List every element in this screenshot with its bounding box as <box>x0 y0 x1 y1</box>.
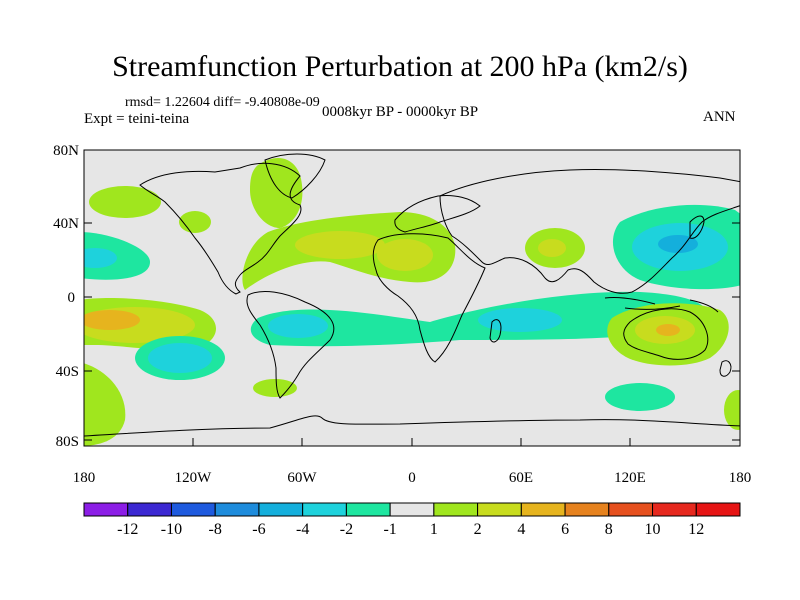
contour-negative-2 <box>148 343 212 373</box>
colorbar-label: 1 <box>430 521 438 538</box>
contour-negative <box>605 383 675 411</box>
coastline-north-america <box>139 162 302 295</box>
coastline-indonesia <box>604 297 719 313</box>
colorbar-label: -8 <box>209 521 222 538</box>
colorbar-label: -2 <box>340 521 353 538</box>
coastline-australia <box>623 308 709 360</box>
lon-label: 180 <box>73 470 96 486</box>
lat-label: 80N <box>53 143 79 159</box>
lon-tick-marks <box>83 438 741 446</box>
coastline-asia <box>439 168 740 294</box>
lon-label: 0 <box>408 470 416 486</box>
figure-title: Streamfunction Perturbation at 200 hPa (… <box>112 50 688 83</box>
lon-label: 120E <box>614 470 646 486</box>
colorbar-label: 12 <box>688 521 704 538</box>
lat-label: 80S <box>56 434 79 450</box>
colorbar-label: -1 <box>383 521 396 538</box>
lon-label: 120W <box>175 470 213 486</box>
colorbar-swatch <box>564 502 610 517</box>
contour-fill-layer <box>84 157 740 446</box>
season-label: ANN <box>703 109 736 125</box>
contour-positive <box>89 186 161 218</box>
colorbar-swatch <box>214 502 260 517</box>
contour-negative-2 <box>84 248 117 268</box>
lat-label: 0 <box>68 290 76 306</box>
coastline-europe <box>394 195 481 233</box>
contour-positive <box>724 390 740 430</box>
colorbar-label: 6 <box>561 521 569 538</box>
coastline-greenland <box>264 153 326 199</box>
contour-positive-2 <box>377 239 433 271</box>
lat-label: 40S <box>56 364 79 380</box>
colorbar-swatch <box>170 502 216 517</box>
colorbar-swatch <box>258 502 304 517</box>
coastline-layer <box>84 153 740 437</box>
colorbar-label: -4 <box>296 521 309 538</box>
contour-positive-3 <box>84 310 140 330</box>
colorbar-labels: -12 -10 -8 -6 -4 -2 -1 1 2 4 6 8 10 12 <box>117 521 704 538</box>
colorbar-label: -10 <box>161 521 182 538</box>
contour-positive <box>250 157 303 228</box>
contour-positive-3 <box>656 324 680 336</box>
coastline-antarctica <box>84 415 740 437</box>
contour-negative <box>84 232 150 280</box>
colorbar-swatch <box>520 502 566 517</box>
lat-label: 40N <box>53 216 79 232</box>
colorbar-label: 10 <box>645 521 661 538</box>
contour-positive <box>84 363 126 446</box>
lon-label: 60E <box>509 470 533 486</box>
contour-positive-2 <box>295 231 385 259</box>
stats-text: rmsd= 1.22604 diff= -9.40808e-09 <box>125 95 320 110</box>
coastline-madagascar <box>489 319 502 343</box>
colorbar-label: 2 <box>474 521 482 538</box>
contour-negative-2 <box>478 308 562 332</box>
colorbar-swatch <box>302 502 347 517</box>
colorbar-label: 8 <box>605 521 613 538</box>
contour-positive <box>253 379 297 397</box>
lon-label: 180 <box>729 470 752 486</box>
colorbar-swatch <box>345 502 391 517</box>
colorbar-label: -6 <box>252 521 265 538</box>
lat-tick-marks <box>84 149 740 441</box>
colorbar-swatch <box>83 502 129 517</box>
experiment-label: Expt = teini-teina <box>84 111 190 127</box>
colorbar-swatch <box>127 502 172 517</box>
coastline-japan <box>689 215 705 239</box>
colorbar-swatch <box>477 502 522 517</box>
contour-positive-2 <box>538 239 566 257</box>
colorbar-swatch <box>389 502 435 517</box>
period-label: 0008kyr BP - 0000kyr BP <box>322 104 479 120</box>
colorbar-label: 4 <box>517 521 525 538</box>
colorbar-boxes <box>83 502 741 517</box>
colorbar-swatch <box>652 502 697 517</box>
coastline-africa <box>372 233 486 363</box>
coastline-new-zealand <box>719 360 732 377</box>
colorbar-swatch <box>433 502 479 517</box>
coastline-south-america <box>246 291 335 399</box>
contour-negative-2 <box>268 314 328 338</box>
colorbar-label: -12 <box>117 521 138 538</box>
lon-label: 60W <box>287 470 317 486</box>
colorbar-swatch <box>608 502 654 517</box>
colorbar-swatch <box>695 502 741 517</box>
